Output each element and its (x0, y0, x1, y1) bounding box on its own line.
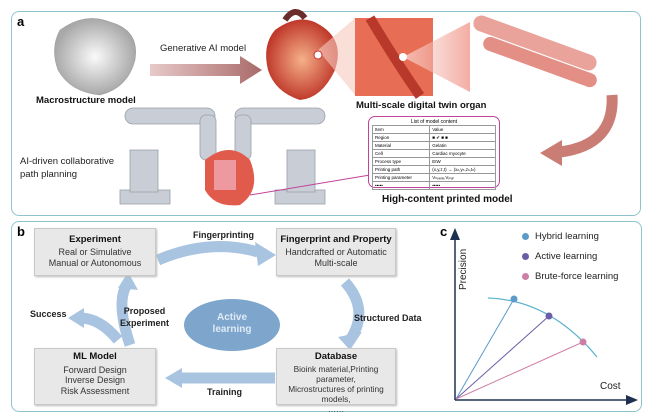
legend-item: Brute-force learning (522, 267, 618, 287)
table-cell: ••••• (429, 181, 496, 190)
box-line: Real or Simulative (58, 247, 132, 257)
robot-caption-line: AI-driven collaborative (20, 156, 114, 167)
brute-line (455, 341, 584, 400)
box-title: Fingerprint and Property (280, 234, 392, 245)
vessels-image (473, 15, 597, 88)
box-title: ML Model (73, 351, 117, 362)
hybrid-point (510, 295, 518, 303)
active-point (545, 312, 553, 320)
legend-label: Brute-force learning (535, 271, 619, 282)
robot-arms-image (119, 107, 326, 205)
legend-label: Active learning (535, 251, 598, 262)
table-row: Material Gelatin (371, 141, 496, 150)
legend-item: Active learning (522, 247, 618, 267)
active-learning-ellipse (184, 299, 280, 351)
table-cell: Vₙₒₓₓₗₑ,Vₚₗₐₜ (429, 173, 496, 182)
label-line: Experiment (120, 318, 170, 328)
training-label: Training (207, 387, 243, 397)
pareto-curve (487, 297, 598, 358)
robot-caption: AI-driven collaborative path planning (20, 155, 114, 181)
x-axis-label: Cost (600, 381, 621, 392)
legend-dot-icon (522, 252, 529, 260)
panel-bc (11, 221, 642, 412)
hybrid-line (455, 298, 515, 400)
experiment-box: Experiment Real or Simulative Manual or … (34, 228, 156, 276)
table-row: ••••• ••••• (371, 181, 496, 190)
panel-b-label: b (17, 224, 25, 239)
generative-label: Generative AI model (160, 43, 247, 54)
panel-a (11, 11, 641, 216)
robot-caption-line: path planning (20, 169, 78, 180)
legend: Hybrid learning Active learning Brute-forc… (522, 227, 618, 287)
table-cell: Region (371, 133, 431, 142)
panel-a-label: a (17, 14, 25, 29)
table-cell: EIW (429, 157, 496, 166)
success-label: Success (30, 309, 67, 319)
box-line: Inverse Design (64, 375, 126, 385)
table-row: Printing path (x,y,z,t) → (xₙ,yₙ,zₙ,tₙ) (371, 165, 496, 174)
macro-heart-image (54, 18, 136, 96)
fingerprint-box: Fingerprint and Property Handcrafted or … (276, 228, 396, 276)
center-line: Active (216, 312, 247, 323)
generative-arrow (150, 56, 262, 84)
table-cell: Cardiac myocyte (429, 149, 496, 158)
box-line: …… (327, 404, 345, 413)
table-title: List of model content (410, 119, 458, 125)
box-line: Bioink material,Printing parameter, (293, 364, 379, 384)
box-line: Risk Assessment (60, 385, 130, 396)
table-cell: ■ ✔ ■ ■ (429, 133, 496, 142)
table-cell: Material (371, 141, 431, 150)
box-title: Experiment (69, 234, 121, 245)
active-line (455, 315, 550, 400)
table-cell: (x,y,z,t) → (xₙ,yₙ,zₙ,tₙ) (429, 165, 496, 174)
table-cell: Printing parameter (371, 173, 431, 182)
table-row: Region ■ ✔ ■ ■ (371, 133, 496, 142)
table-cell: Printing path (371, 165, 431, 174)
table-cell: ••••• (371, 181, 431, 190)
ml-model-box: ML Model Forward Design Inverse Design R… (34, 348, 156, 405)
model-content-table: List of model content Item Value Region ■ ✔… (368, 116, 500, 190)
cycle-arrows (79, 241, 365, 384)
table-cell: Cell (371, 149, 431, 158)
database-box: Database Bioink material,Printing parame… (276, 348, 396, 413)
box-line: Handcrafted or Automatic (285, 247, 387, 257)
box-title: Database (314, 351, 358, 362)
table-row: Process type EIW (371, 157, 496, 166)
table-header: Value (429, 125, 496, 134)
box-line: Manual or Autonomous (48, 258, 142, 268)
twin-caption: Multi-scale digital twin organ (356, 100, 487, 111)
curved-arrow (559, 94, 618, 158)
panel-c-chart (450, 228, 638, 405)
box-line: Forward Design (63, 364, 127, 375)
legend-label: Hybrid learning (535, 231, 599, 242)
table-cell: Gelatin (429, 141, 496, 150)
legend-dot-icon (522, 232, 529, 240)
digital-twin-heart-image (266, 19, 338, 101)
active-learning-label: Active learning (196, 312, 268, 336)
label-line: Proposed (123, 306, 166, 316)
table-cell: Process type (371, 157, 431, 166)
table-row: Printing parameter Vₙₒₓₓₗₑ,Vₚₗₐₜ (371, 173, 496, 182)
table-row: Cell Cardiac myocyte (371, 149, 496, 158)
center-line: learning (212, 324, 252, 335)
legend-item: Hybrid learning (522, 227, 618, 247)
legend-dot-icon (522, 272, 529, 280)
printed-caption: High-content printed model (382, 194, 513, 205)
proposed-experiment-label: Proposed Experiment (120, 305, 169, 329)
fingerprinting-label: Fingerprinting (193, 230, 254, 240)
structured-data-label: Structured Data (354, 313, 422, 323)
table-header: Item (371, 125, 431, 134)
box-line: Microstructures of printing models, (288, 384, 384, 404)
panel-c-label: c (440, 224, 448, 239)
brute-point (579, 338, 587, 346)
box-line: Multi-scale (314, 258, 358, 268)
macro-caption: Macrostructure model (36, 95, 136, 106)
y-axis-label: Precision (458, 248, 469, 290)
